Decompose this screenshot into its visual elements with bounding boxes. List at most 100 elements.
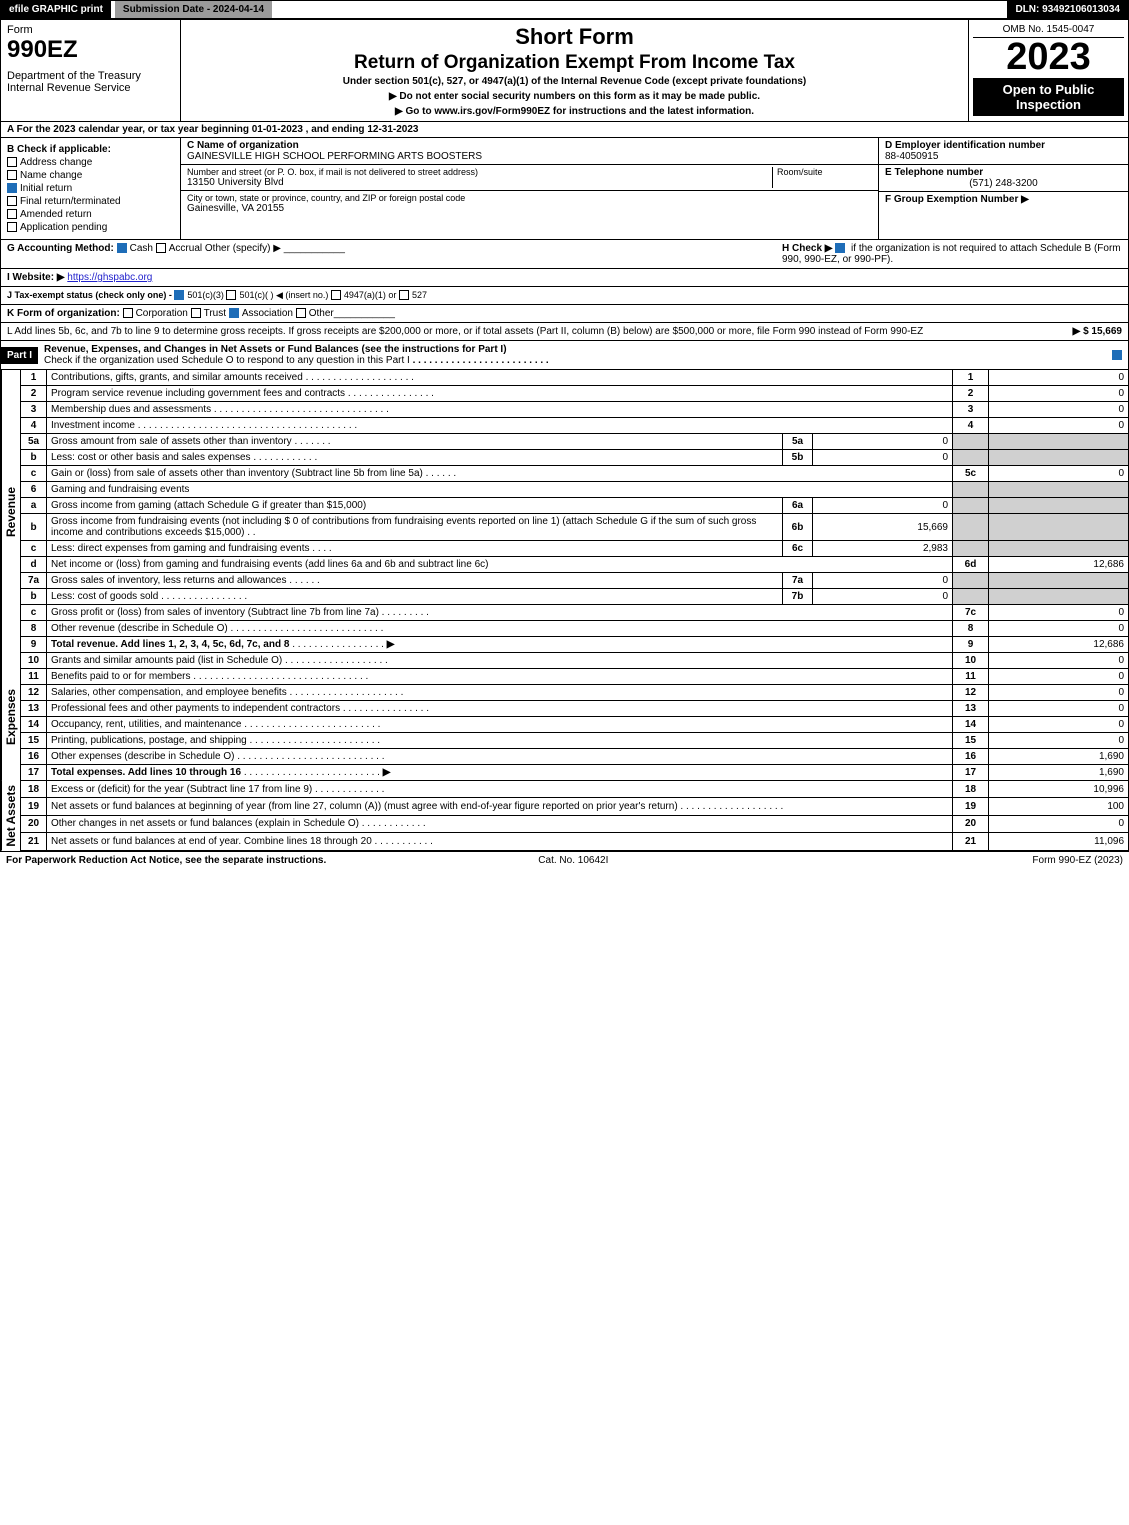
line-19-rn: 19: [953, 798, 989, 815]
line-5c-amt: 0: [989, 466, 1129, 482]
line-18-num: 18: [21, 781, 47, 798]
line-15-rn: 15: [953, 733, 989, 749]
line-19-desc: Net assets or fund balances at beginning…: [51, 801, 678, 812]
footer-catno: Cat. No. 10642I: [538, 855, 608, 866]
line-2-num: 2: [21, 386, 47, 402]
shade-cell: [953, 498, 989, 514]
chk-501c[interactable]: [226, 290, 236, 300]
chk-association[interactable]: [229, 308, 239, 318]
chk-accrual[interactable]: [156, 243, 166, 253]
line-14-rn: 14: [953, 717, 989, 733]
shade-cell: [989, 482, 1129, 498]
chk-name-change[interactable]: [7, 170, 17, 180]
website-link[interactable]: https://ghspabc.org: [67, 272, 152, 283]
l-text: L Add lines 5b, 6c, and 7b to line 9 to …: [7, 326, 1073, 337]
header-right: OMB No. 1545-0047 2023 Open to Public In…: [968, 20, 1128, 121]
org-street: 13150 University Blvd: [187, 177, 772, 188]
expenses-section: Expenses 10 Grants and similar amounts pa…: [0, 653, 1129, 781]
arrow-icon: ▶: [387, 639, 395, 650]
chk-schedule-o[interactable]: [1112, 350, 1122, 360]
row-j-tax-status: J Tax-exempt status (check only one) - 5…: [0, 287, 1129, 305]
top-bar: efile GRAPHIC print Submission Date - 20…: [0, 0, 1129, 20]
line-6a-num: a: [21, 498, 47, 514]
line-6c-mv: 2,983: [813, 541, 953, 557]
line-21-rn: 21: [953, 833, 989, 850]
line-7b-mn: 7b: [783, 589, 813, 605]
line-7a-mv: 0: [813, 573, 953, 589]
row-g-h: G Accounting Method: Cash Accrual Other …: [0, 240, 1129, 269]
shade-cell: [953, 450, 989, 466]
row-a-tax-year: A For the 2023 calendar year, or tax yea…: [0, 122, 1129, 138]
line-14-desc: Occupancy, rent, utilities, and maintena…: [51, 719, 241, 730]
c-city-label: City or town, state or province, country…: [187, 193, 872, 203]
line-8-rn: 8: [953, 621, 989, 637]
chk-initial-return[interactable]: [7, 183, 17, 193]
goto-link[interactable]: ▶ Go to www.irs.gov/Form990EZ for instru…: [189, 106, 960, 117]
shade-cell: [953, 541, 989, 557]
line-16-num: 16: [21, 749, 47, 765]
tax-year: 2023: [973, 38, 1124, 76]
under-section: Under section 501(c), 527, or 4947(a)(1)…: [189, 76, 960, 87]
line-4-rn: 4: [953, 418, 989, 434]
chk-other-org[interactable]: [296, 308, 306, 318]
chk-amended-return[interactable]: [7, 209, 17, 219]
h-text: if the organization is not required to a…: [782, 243, 1121, 265]
line-17-num: 17: [21, 765, 47, 781]
line-1-desc: Contributions, gifts, grants, and simila…: [51, 372, 303, 383]
c-name-label: C Name of organization: [187, 140, 872, 151]
line-7c-desc: Gross profit or (loss) from sales of inv…: [51, 607, 379, 618]
line-10-rn: 10: [953, 653, 989, 669]
line-5b-num: b: [21, 450, 47, 466]
chk-corporation[interactable]: [123, 308, 133, 318]
c-street-label: Number and street (or P. O. box, if mail…: [187, 167, 772, 177]
chk-501c3[interactable]: [174, 290, 184, 300]
line-21-desc: Net assets or fund balances at end of ye…: [51, 836, 372, 847]
irs-label: Internal Revenue Service: [7, 82, 174, 94]
chk-schedule-b[interactable]: [835, 243, 845, 253]
lbl-corporation: Corporation: [136, 308, 188, 319]
d-label: D Employer identification number: [885, 140, 1045, 151]
chk-cash[interactable]: [117, 243, 127, 253]
line-5a-mv: 0: [813, 434, 953, 450]
shade-cell: [989, 514, 1129, 541]
line-21-amt: 11,096: [989, 833, 1129, 850]
org-info-block: B Check if applicable: Address change Na…: [0, 138, 1129, 240]
chk-trust[interactable]: [191, 308, 201, 318]
ein-value: 88-4050915: [885, 151, 938, 162]
line-20-desc: Other changes in net assets or fund bala…: [51, 818, 359, 829]
line-11-desc: Benefits paid to or for members: [51, 671, 191, 682]
line-7a-desc: Gross sales of inventory, less returns a…: [51, 575, 286, 586]
chk-address-change[interactable]: [7, 157, 17, 167]
line-5c-rn: 5c: [953, 466, 989, 482]
header-left: Form 990EZ Department of the Treasury In…: [1, 20, 181, 121]
line-17-rn: 17: [953, 765, 989, 781]
chk-final-return[interactable]: [7, 196, 17, 206]
shade-cell: [989, 498, 1129, 514]
line-7a-mn: 7a: [783, 573, 813, 589]
lbl-trust: Trust: [204, 308, 226, 319]
k-label: K Form of organization:: [7, 308, 120, 319]
line-15-desc: Printing, publications, postage, and shi…: [51, 735, 247, 746]
efile-print-button[interactable]: efile GRAPHIC print: [1, 1, 111, 18]
line-10-desc: Grants and similar amounts paid (list in…: [51, 655, 282, 666]
expenses-side-label: Expenses: [1, 653, 20, 781]
line-8-num: 8: [21, 621, 47, 637]
lbl-other-method: Other (specify) ▶: [205, 243, 281, 254]
chk-527[interactable]: [399, 290, 409, 300]
line-19-num: 19: [21, 798, 47, 815]
chk-application-pending[interactable]: [7, 222, 17, 232]
line-21-num: 21: [21, 833, 47, 850]
dln: DLN: 93492106013034: [1007, 1, 1128, 18]
chk-4947[interactable]: [331, 290, 341, 300]
shade-cell: [989, 589, 1129, 605]
col-d-e-f: D Employer identification number 88-4050…: [878, 138, 1128, 239]
line-17-amt: 1,690: [989, 765, 1129, 781]
line-5a-num: 5a: [21, 434, 47, 450]
line-3-desc: Membership dues and assessments: [51, 404, 211, 415]
line-18-rn: 18: [953, 781, 989, 798]
line-18-desc: Excess or (deficit) for the year (Subtra…: [51, 784, 312, 795]
c-room-label: Room/suite: [777, 167, 872, 177]
lbl-4947: 4947(a)(1) or: [344, 290, 397, 301]
shade-cell: [953, 514, 989, 541]
ssn-warning: ▶ Do not enter social security numbers o…: [189, 91, 960, 102]
